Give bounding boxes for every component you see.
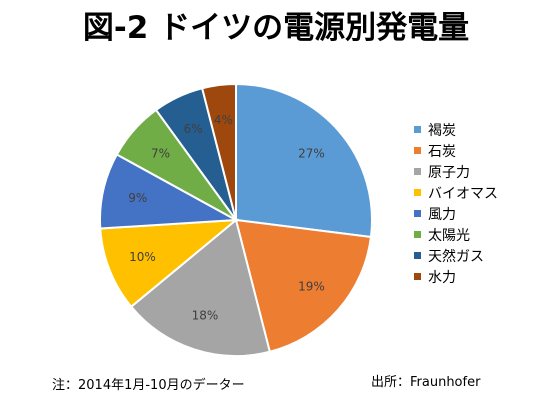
slice-label-8: 4% xyxy=(214,113,233,127)
legend-item: 石炭 xyxy=(414,140,498,161)
legend-swatch xyxy=(414,189,421,196)
legend-label: 水力 xyxy=(428,269,456,286)
pie-slice-3 xyxy=(129,218,272,357)
legend-swatch xyxy=(414,168,421,175)
legend-item: 天然ガス xyxy=(414,245,498,266)
legend-swatch xyxy=(414,252,421,259)
slice-label-7: 6% xyxy=(184,122,203,136)
source-credit: 出所：Fraunhofer xyxy=(371,375,481,390)
slice-label-2: 19% xyxy=(298,280,325,294)
legend-label: 原子力 xyxy=(428,164,470,181)
pie-slice-4 xyxy=(99,218,240,309)
pie-slice-2 xyxy=(234,218,373,353)
legend-item: バイオマス xyxy=(414,182,498,203)
legend-item: 褐炭 xyxy=(414,119,498,140)
slice-label-5: 9% xyxy=(128,191,147,205)
legend-item: 太陽光 xyxy=(414,224,498,245)
legend-label: バイオマス xyxy=(428,185,498,202)
slice-label-4: 10% xyxy=(129,250,156,264)
footnote: 注：2014年1月-10月のデーター xyxy=(52,378,245,393)
legend-label: 褐炭 xyxy=(428,122,456,139)
legend-swatch xyxy=(414,210,421,217)
legend-item: 原子力 xyxy=(414,161,498,182)
legend-label: 石炭 xyxy=(428,143,456,160)
legend-label: 天然ガス xyxy=(428,248,484,265)
legend-swatch xyxy=(414,126,421,133)
legend-swatch xyxy=(414,147,421,154)
legend-item: 風力 xyxy=(414,203,498,224)
slice-label-3: 18% xyxy=(192,309,219,323)
chart-title: 図-2 ドイツの電源別発電量 xyxy=(82,10,470,46)
legend-label: 太陽光 xyxy=(428,227,470,244)
chart-legend: 褐炭石炭原子力バイオマス風力太陽光天然ガス水力 xyxy=(414,119,498,287)
legend-swatch xyxy=(414,273,421,280)
legend-swatch xyxy=(414,231,421,238)
slice-label-1: 27% xyxy=(298,146,325,160)
slice-label-6: 7% xyxy=(151,146,170,160)
pie-slice-1 xyxy=(235,82,373,239)
legend-label: 風力 xyxy=(428,206,456,223)
legend-item: 水力 xyxy=(414,266,498,287)
pie-slice-8 xyxy=(200,82,237,221)
